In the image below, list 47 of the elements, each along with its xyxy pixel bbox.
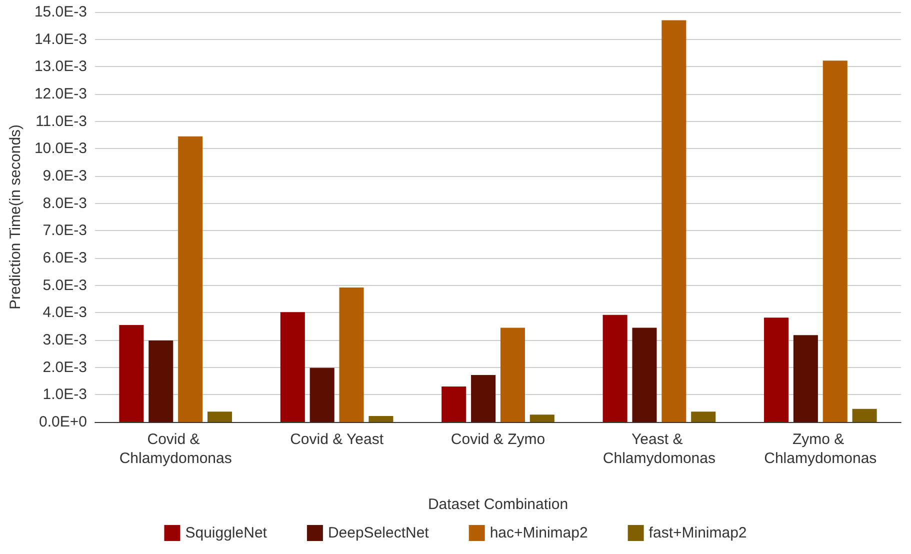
bar <box>822 60 848 422</box>
legend-label: DeepSelectNet <box>328 524 430 542</box>
y-tick-label: 12.0E-3 <box>34 86 87 102</box>
bar <box>207 412 232 422</box>
x-tick-label: Covid & Yeast <box>290 431 384 448</box>
x-tick-label: Covid & Zymo <box>450 431 546 448</box>
bar <box>442 386 466 422</box>
x-tick-label: Yeast & Chlamydomonas <box>602 431 716 467</box>
y-tick-label: 5.0E-3 <box>42 276 87 294</box>
y-tick-label: 11.0E-3 <box>36 112 87 130</box>
y-tick-label: 3.0E-3 <box>42 332 87 348</box>
bar <box>793 335 818 422</box>
x-tick-label: Covid & Chlamydomonas <box>119 431 232 467</box>
legend-label: SquiggleNet <box>185 524 268 542</box>
bar <box>471 374 496 422</box>
y-tick-label: 8.0E-3 <box>42 194 87 212</box>
y-tick-label: 7.0E-3 <box>42 222 87 240</box>
y-tick-label: 6.0E-3 <box>42 250 87 266</box>
bar <box>368 416 394 422</box>
y-axis-title: Prediction Time(in seconds) <box>7 124 24 310</box>
bar <box>764 318 789 422</box>
bar <box>310 368 334 422</box>
y-tick-label: 15.0E-3 <box>34 4 87 20</box>
y-tick-label: 1.0E-3 <box>42 386 87 404</box>
bar <box>662 20 686 422</box>
bar <box>178 136 203 422</box>
y-tick-label: 4.0E-3 <box>42 304 87 322</box>
x-tick-label: Zymo & Chlamydomonas <box>764 431 877 467</box>
y-tick-label: 14.0E-3 <box>34 30 87 48</box>
bar <box>119 324 144 422</box>
bar <box>339 288 364 422</box>
y-tick-label: 13.0E-3 <box>34 58 87 76</box>
legend-label: hac+Minimap2 <box>490 524 588 542</box>
bar <box>602 314 628 422</box>
y-tick-label: 9.0E-3 <box>42 168 87 184</box>
bar <box>691 412 716 422</box>
bar <box>280 312 305 422</box>
bar <box>852 408 877 422</box>
x-axis-title: Dataset Combination <box>428 496 568 513</box>
y-tick-label: 10.0E-3 <box>34 140 87 158</box>
bar <box>632 328 657 422</box>
y-tick-label: 0.0E+0 <box>39 414 87 430</box>
bar <box>148 340 174 422</box>
bar <box>530 414 554 422</box>
y-tick-label: 2.0E-3 <box>42 358 87 376</box>
legend-label: fast+Minimap2 <box>648 524 747 542</box>
bar <box>500 328 525 422</box>
